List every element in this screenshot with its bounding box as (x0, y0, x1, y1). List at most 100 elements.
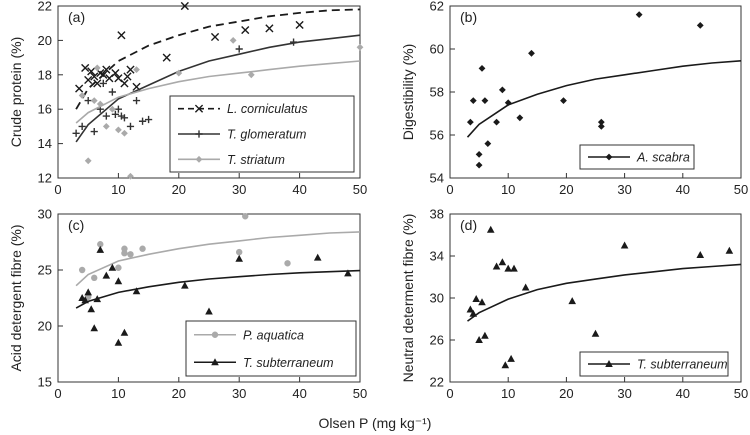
x-tick-label: 40 (292, 182, 306, 197)
panel-c-data-point (120, 328, 129, 336)
legend-marker (194, 104, 204, 113)
x-tick-label: 20 (172, 386, 186, 401)
panel-c-data-point (93, 295, 102, 303)
panel-c-data-point (313, 253, 322, 261)
panel-a: 12 14 16 18 20 22 0 10 20 30 40 50 Crude protein (%)… (8, 0, 367, 197)
panel-a-data-point (117, 31, 126, 40)
panel-b-label: (b) (460, 9, 477, 25)
panel-a-data-point (127, 172, 134, 180)
panel-a-data-point (90, 127, 98, 136)
y-tick-label: 18 (38, 67, 52, 82)
y-tick-label: 12 (38, 171, 52, 186)
panel-c-data-point (235, 254, 243, 262)
panel-a-data-point (102, 123, 110, 130)
panel-d-y-axis-label: Neutral determent fibre (%) (400, 214, 416, 383)
panel-a-y-axis-label: Crude protein (%) (8, 37, 24, 148)
panel-a-data-point (90, 72, 99, 81)
panel-c-y-axis-label: Acid detergent fibre (%) (8, 224, 24, 371)
panel-a-data-point (121, 129, 128, 137)
panel-c-data-point (242, 213, 249, 220)
panel-d-data-point (472, 295, 480, 303)
panel-c-legend: P. aquatica T. subterraneum (185, 320, 357, 377)
y-tick-label: 34 (430, 249, 444, 264)
panel-b-data-point (475, 150, 483, 158)
panel-d-data-point (510, 264, 518, 272)
x-tick-label: 50 (353, 386, 367, 401)
y-tick-label: 25 (38, 263, 52, 278)
panel-b-data-point (493, 118, 500, 126)
y-tick-label: 20 (38, 319, 52, 334)
panel-a-data-point (72, 129, 80, 137)
legend-box (185, 320, 357, 377)
x-tick-label: 0 (446, 182, 453, 197)
panel-b-data-point (484, 140, 492, 147)
panel-d-data-point (507, 354, 515, 362)
x-tick-label: 10 (501, 182, 515, 197)
panel-a-data-point (138, 117, 147, 125)
panel-a-data-point (87, 67, 96, 76)
y-tick-label: 16 (38, 102, 52, 117)
legend-marker (195, 155, 203, 163)
panel-a-fit-line-1 (75, 34, 361, 143)
panel-a-data-point (162, 53, 171, 62)
panel-a-data-point (93, 79, 102, 88)
panel-a-data-point (81, 63, 90, 73)
panel-c-data-point (114, 338, 123, 346)
panel-c-data-point (91, 274, 98, 282)
panel-c-data-point (121, 245, 128, 252)
panel-b-data-point (597, 118, 605, 126)
panel-a-data-point (93, 64, 101, 72)
panel-d-data-point (492, 262, 501, 270)
panel-a-data-point (289, 38, 298, 46)
panel-a-data-point (99, 79, 107, 87)
x-tick-label: 10 (111, 182, 125, 197)
panel-c-data-point (181, 281, 189, 289)
panel-a-data-point (180, 1, 189, 11)
panel-b-data-point (560, 97, 567, 104)
panel-c-fit-line-1 (75, 269, 361, 309)
legend-label: T. striatum (227, 153, 285, 167)
y-tick-label: 22 (430, 375, 444, 390)
x-axis-label: Olsen P (mg kg⁻¹) (319, 415, 432, 431)
panel-c-frame (57, 213, 361, 383)
panel-c-data-point (87, 305, 96, 313)
x-tick-label: 50 (353, 182, 367, 197)
panel-a-data-point (75, 84, 84, 93)
panel-a-data-point (241, 25, 250, 35)
panel-d: 22 26 30 34 38 0 10 20 30 40 50 Neutral determent f… (400, 207, 748, 402)
y-tick-label: 22 (38, 0, 52, 14)
legend-marker (195, 130, 203, 138)
legend-label: L. corniculatus (227, 102, 308, 116)
panel-b-fit-line-0 (466, 60, 742, 138)
panel-b-y-axis-label: Digestibility (%) (400, 44, 416, 140)
y-tick-label: 15 (38, 375, 52, 390)
x-tick-label: 0 (446, 386, 453, 401)
panel-c: 15 20 25 30 0 10 20 30 40 50 Acid detergent fibre … (8, 207, 367, 402)
panel-b-data-point (504, 99, 512, 107)
panel-d-data-point (521, 283, 530, 291)
panel-a-data-point (120, 79, 129, 88)
panel-a-data-point (111, 110, 119, 118)
panel-c-data-point (344, 269, 352, 277)
panel-c-data-point (102, 271, 111, 279)
x-tick-label: 30 (617, 386, 631, 401)
panel-b-data-point (516, 114, 524, 122)
x-tick-label: 40 (292, 386, 306, 401)
panel-d-data-point (498, 258, 507, 266)
panel-a-data-point (111, 68, 120, 78)
legend-marker (605, 153, 613, 161)
legend-label: T. subterraneum (637, 358, 728, 372)
panel-c-data-point (84, 288, 92, 296)
panel-c-data-point (284, 260, 291, 267)
panel-b-data-point (481, 97, 489, 104)
legend-marker (211, 358, 219, 366)
panel-a-data-point (120, 114, 129, 122)
panel-a-data-point (114, 105, 122, 113)
legend-label: A. scabra (636, 151, 690, 165)
panel-b-data-point (478, 64, 486, 72)
panel-c-data-point (96, 245, 105, 253)
panel-d-data-point (504, 264, 512, 272)
panel-d-legend: T. subterraneum (579, 351, 729, 377)
panel-b-data-point (528, 49, 535, 57)
x-tick-label: 10 (111, 386, 125, 401)
